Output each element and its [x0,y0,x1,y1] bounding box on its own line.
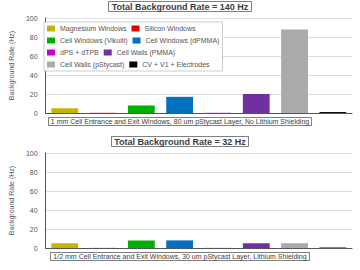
svg-text:Silicon Windows: Silicon Windows [145,25,196,32]
svg-text:CV + V1 + Electrodes: CV + V1 + Electrodes [142,61,210,68]
svg-text:dPS + dTPB: dPS + dTPB [60,49,99,56]
svg-text:Background Rate (Hz): Background Rate (Hz) [8,31,16,100]
svg-text:20: 20 [30,91,38,98]
svg-text:80: 80 [30,169,38,176]
svg-text:20: 20 [30,226,38,233]
svg-text:60: 60 [30,53,38,60]
svg-text:Magnesium Windows: Magnesium Windows [60,25,127,33]
svg-text:Total Background Rate = 32 Hz: Total Background Rate = 32 Hz [114,137,246,147]
svg-text:40: 40 [30,207,38,214]
svg-text:1 mm Cell Entrance and Exit Wi: 1 mm Cell Entrance and Exit Windows, 80 … [51,118,309,126]
svg-text:100: 100 [26,150,38,157]
svg-text:Cell Windows (dPMMA): Cell Windows (dPMMA) [146,37,220,45]
svg-text:Cell Walls (pStycast): Cell Walls (pStycast) [60,61,124,69]
svg-text:Cell Windows (Vikuiti): Cell Windows (Vikuiti) [60,37,128,45]
svg-text:0: 0 [34,110,38,117]
svg-text:Cell Walls (PMMA): Cell Walls (PMMA) [117,49,175,57]
svg-text:Background Rate (Hz): Background Rate (Hz) [8,166,16,235]
svg-text:Total Background Rate = 140 Hz: Total Background Rate = 140 Hz [112,2,249,12]
svg-text:0: 0 [34,245,38,252]
svg-text:1/2 mm Cell Entrance and Exit: 1/2 mm Cell Entrance and Exit Windows, 3… [53,253,306,261]
svg-text:100: 100 [26,15,38,22]
svg-text:40: 40 [30,72,38,79]
svg-text:80: 80 [30,34,38,41]
svg-text:60: 60 [30,188,38,195]
